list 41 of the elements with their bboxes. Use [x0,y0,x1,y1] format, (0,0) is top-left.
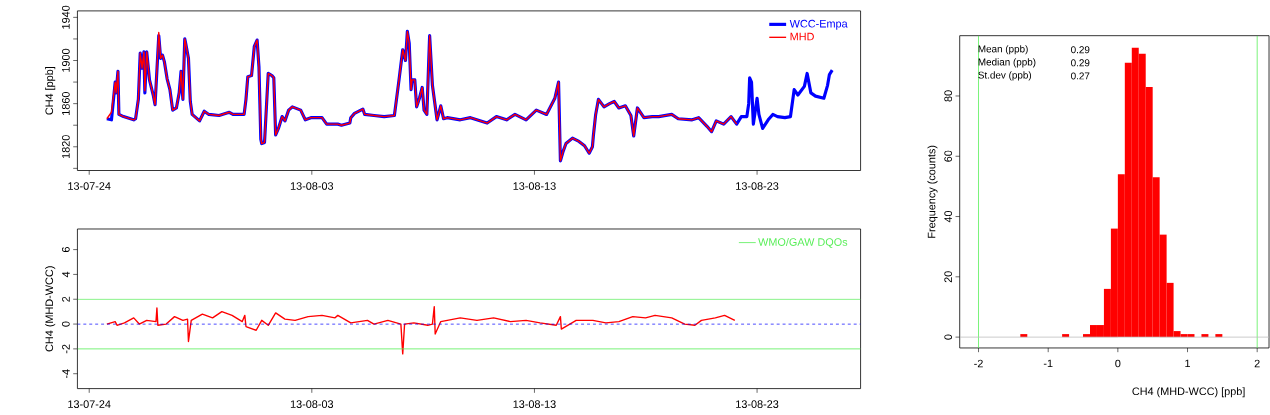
legend-label: MHD [790,32,814,41]
x-tick-label: 13-08-23 [736,400,779,408]
y-tick-label: -4 [62,369,70,378]
y-tick-label: 20 [944,271,953,283]
annotation: Median (ppb) [978,58,1036,68]
x-tick-label: 13-08-13 [513,400,556,408]
annotation: 0.27 [1071,72,1090,80]
x-tick-label: -1 [1043,359,1053,367]
y-tick-label: 4 [62,271,70,277]
y-tick-label: 60 [944,150,953,162]
y-axis-title: CH4 (MHD-WCC) [45,266,56,352]
x-tick-label: 13-08-03 [290,182,334,190]
annotation: 0.29 [1071,59,1090,67]
x-tick-label: 13-08-23 [736,182,779,190]
y-tick-label: 1900 [62,48,70,72]
annotation: 0.29 [1071,46,1090,54]
y-tick-label: 6 [62,246,70,252]
y-tick-label: 0 [944,334,953,340]
y-tick-label: 1860 [62,91,70,115]
y-tick-label: 80 [944,90,953,102]
x-tick-label: 13-07-24 [68,182,111,190]
x-tick-label: 13-08-03 [290,400,334,408]
y-tick-label: 40 [944,210,953,223]
y-axis-title: Frequency (counts) [927,145,938,238]
x-tick-label: 2 [1254,359,1260,368]
y-tick-label: -2 [62,344,70,354]
annotation: Mean (ppb) [978,44,1028,55]
y-axis-title: CH4 [ppb] [45,66,56,115]
y-tick-label: 1820 [62,134,70,158]
x-tick-label: -2 [974,359,983,368]
y-tick-label: 2 [62,296,70,302]
x-axis-title: CH4 (MHD-WCC) [ppb] [1132,386,1245,398]
x-tick-label: 0 [1115,359,1121,368]
annotation: St.dev (ppb) [978,71,1032,81]
x-tick-label: 13-07-24 [68,400,111,408]
y-tick-label: 1940 [62,5,70,29]
x-tick-label: 13-08-13 [513,182,556,190]
legend-label: WCC-Empa [789,19,848,30]
y-tick-label: 0 [62,321,70,327]
x-tick-label: 1 [1185,359,1191,367]
legend-label: WMO/GAW DQOs [758,237,848,248]
